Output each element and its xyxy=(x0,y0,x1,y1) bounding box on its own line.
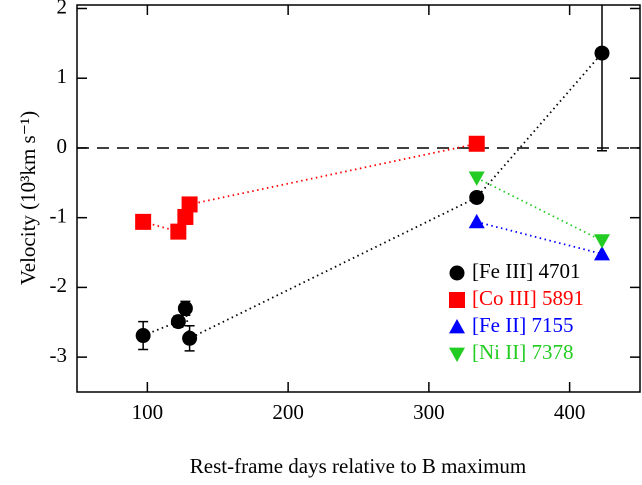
y-tick-label: -2 xyxy=(50,273,68,297)
series-line xyxy=(476,220,603,255)
point xyxy=(170,314,186,330)
point xyxy=(177,208,194,225)
y-tick-label: -3 xyxy=(50,343,68,367)
x-axis-label: Rest-frame days relative to B maximum xyxy=(190,454,527,478)
y-tick-label: 1 xyxy=(57,64,68,88)
plot-frame xyxy=(76,4,641,393)
x-tick-label: 400 xyxy=(554,400,586,424)
plot-area xyxy=(77,5,640,352)
point xyxy=(135,328,151,344)
series-line xyxy=(476,177,603,242)
point xyxy=(170,223,187,240)
point xyxy=(593,245,610,261)
x-tick-label: 100 xyxy=(132,400,164,424)
point xyxy=(182,330,198,346)
point xyxy=(593,234,610,249)
x-tick-label: 300 xyxy=(413,400,445,424)
point xyxy=(468,135,485,152)
point xyxy=(177,300,193,316)
y-tick-label: 2 xyxy=(57,0,68,18)
y-tick-label: -1 xyxy=(50,203,68,227)
legend-marker xyxy=(449,292,465,308)
point xyxy=(468,171,485,186)
legend-label: [Ni II] 7378 xyxy=(472,340,573,364)
legend-marker xyxy=(449,319,465,334)
point xyxy=(135,213,152,230)
x-tick-label: 200 xyxy=(272,400,304,424)
legend-marker xyxy=(449,347,465,362)
point xyxy=(594,45,610,61)
y-tick-label: 0 xyxy=(57,134,68,158)
point xyxy=(469,189,485,205)
legend-label: [Fe III] 4701 xyxy=(472,259,580,283)
legend-label: [Co III] 5891 xyxy=(472,286,584,310)
y-axis-label: Velocity (10³km s⁻¹) xyxy=(16,111,40,285)
legend-label: [Fe II] 7155 xyxy=(472,313,573,337)
error-bar xyxy=(596,5,607,152)
point xyxy=(468,213,485,229)
legend-marker xyxy=(449,265,465,281)
point xyxy=(181,196,198,213)
